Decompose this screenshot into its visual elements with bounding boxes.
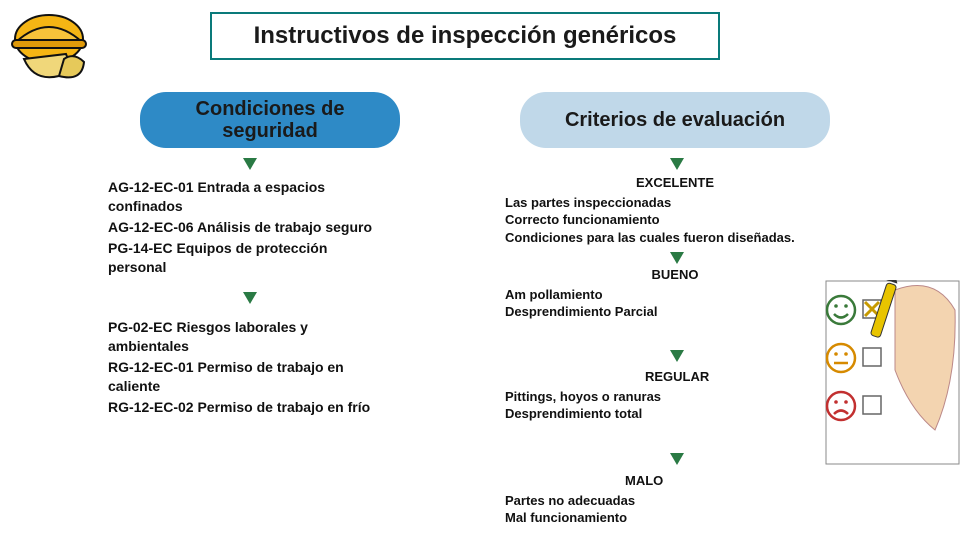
criteria-malo: MALO Partes no adecuadasMal funcionamient… <box>505 472 845 527</box>
criteria-heading: REGULAR <box>505 368 845 386</box>
criteria-line: Desprendimiento Parcial <box>505 303 845 321</box>
doc-list-1: AG-12-EC-01 Entrada a espacios confinado… <box>108 178 388 278</box>
criteria-heading: MALO <box>505 472 845 490</box>
doc-list-item: PG-02-EC Riesgos laborales y ambientales <box>108 318 388 356</box>
criteria-heading: BUENO <box>505 266 845 284</box>
arrow-down-icon <box>670 158 684 170</box>
criteria-line: Condiciones para las cuales fueron diseñ… <box>505 229 845 247</box>
safety-helmet-icon <box>4 4 104 84</box>
arrow-down-icon <box>243 158 257 170</box>
arrow-down-icon <box>670 453 684 465</box>
criteria-excelente: EXCELENTE Las partes inspeccionadasCorrec… <box>505 174 845 246</box>
arrow-down-icon <box>243 292 257 304</box>
criteria-line: Correcto funcionamiento <box>505 211 845 229</box>
criteria-line: Am pollamiento <box>505 286 845 304</box>
rating-faces-icon <box>825 280 960 465</box>
criteria-regular: REGULAR Pittings, hoyos o ranurasDesprend… <box>505 368 845 423</box>
criteria-line: Mal funcionamiento <box>505 509 845 527</box>
arrow-down-icon <box>670 350 684 362</box>
doc-list-item: RG-12-EC-01 Permiso de trabajo en calien… <box>108 358 388 396</box>
criteria-heading: EXCELENTE <box>505 174 845 192</box>
page-title: Instructivos de inspección genéricos <box>210 12 720 60</box>
criteria-bueno: BUENO Am pollamientoDesprendimiento Parci… <box>505 266 845 321</box>
doc-list-item: RG-12-EC-02 Permiso de trabajo en frío <box>108 398 388 417</box>
criteria-line: Partes no adecuadas <box>505 492 845 510</box>
criteria-line: Las partes inspeccionadas <box>505 194 845 212</box>
doc-list-item: PG-14-EC Equipos de protección personal <box>108 239 388 277</box>
pill-conditions: Condiciones de seguridad <box>140 92 400 148</box>
pill-criteria: Criterios de evaluación <box>520 92 830 148</box>
doc-list-item: AG-12-EC-01 Entrada a espacios confinado… <box>108 178 388 216</box>
doc-list-item: AG-12-EC-06 Análisis de trabajo seguro <box>108 218 388 237</box>
criteria-line: Pittings, hoyos o ranuras <box>505 388 845 406</box>
criteria-line: Desprendimiento total <box>505 405 845 423</box>
doc-list-2: PG-02-EC Riesgos laborales y ambientales… <box>108 318 388 418</box>
arrow-down-icon <box>670 252 684 264</box>
